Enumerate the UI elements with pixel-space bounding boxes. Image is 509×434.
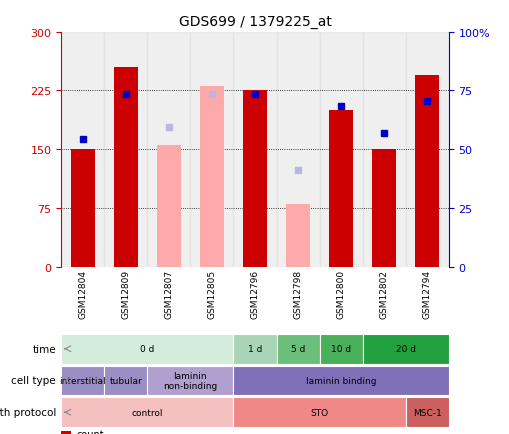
Bar bbox=[415, 76, 438, 267]
Bar bbox=[276, 33, 319, 267]
Bar bbox=[61, 366, 104, 395]
Bar bbox=[362, 33, 405, 267]
Text: growth protocol: growth protocol bbox=[0, 408, 56, 417]
Bar bbox=[104, 33, 147, 267]
Bar bbox=[147, 366, 233, 395]
Bar bbox=[104, 366, 147, 395]
Text: 5 d: 5 d bbox=[290, 345, 305, 353]
Text: MSC-1: MSC-1 bbox=[412, 408, 441, 417]
Bar bbox=[233, 398, 405, 427]
Bar bbox=[61, 334, 233, 364]
Text: control: control bbox=[131, 408, 163, 417]
Text: time: time bbox=[33, 344, 56, 354]
Bar bbox=[319, 33, 362, 267]
Text: laminin binding: laminin binding bbox=[305, 376, 376, 385]
Bar bbox=[61, 431, 71, 434]
Bar bbox=[276, 334, 319, 364]
Bar bbox=[190, 33, 233, 267]
Bar bbox=[329, 111, 352, 267]
Title: GDS699 / 1379225_at: GDS699 / 1379225_at bbox=[178, 15, 331, 29]
Text: interstitial: interstitial bbox=[60, 376, 106, 385]
Text: 20 d: 20 d bbox=[395, 345, 415, 353]
Text: count: count bbox=[76, 429, 104, 434]
Bar bbox=[286, 204, 309, 267]
Bar bbox=[233, 366, 448, 395]
Bar bbox=[362, 334, 448, 364]
Bar bbox=[61, 33, 104, 267]
Bar bbox=[405, 398, 448, 427]
Bar bbox=[233, 334, 276, 364]
Bar bbox=[233, 33, 276, 267]
Text: 1 d: 1 d bbox=[247, 345, 262, 353]
Bar bbox=[372, 150, 395, 267]
Bar bbox=[114, 68, 137, 267]
Bar bbox=[405, 33, 448, 267]
Text: laminin
non-binding: laminin non-binding bbox=[163, 371, 217, 390]
Text: cell type: cell type bbox=[11, 376, 56, 385]
Bar bbox=[147, 33, 190, 267]
Bar bbox=[200, 87, 223, 267]
Text: 0 d: 0 d bbox=[140, 345, 154, 353]
Text: 10 d: 10 d bbox=[330, 345, 351, 353]
Bar bbox=[157, 146, 180, 267]
Bar bbox=[243, 91, 266, 267]
Bar bbox=[61, 398, 233, 427]
Text: tubular: tubular bbox=[109, 376, 142, 385]
Bar bbox=[71, 150, 94, 267]
Text: STO: STO bbox=[310, 408, 328, 417]
Bar bbox=[319, 334, 362, 364]
